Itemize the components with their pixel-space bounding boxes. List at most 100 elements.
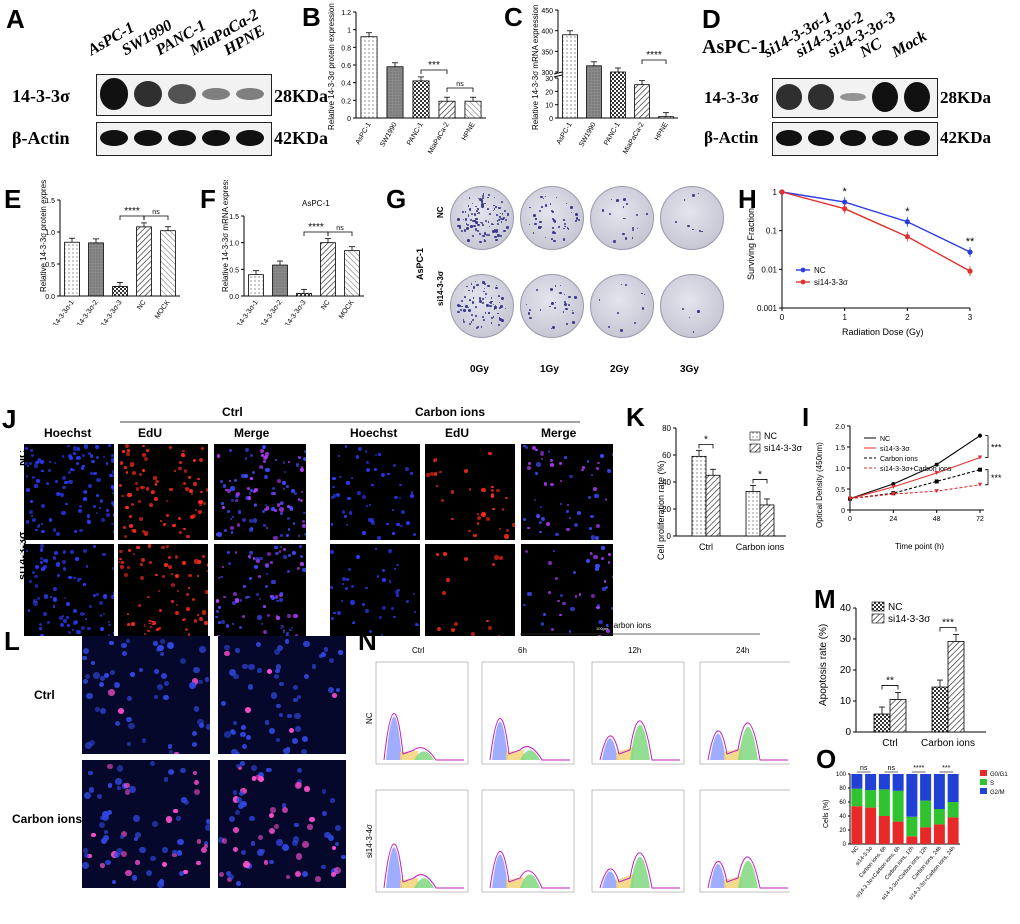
chart-i-series-line bbox=[849, 435, 981, 500]
cell-nucleus bbox=[563, 455, 567, 459]
cell-nucleus bbox=[414, 623, 419, 627]
cell-nucleus bbox=[329, 657, 335, 663]
colony-dot bbox=[460, 309, 462, 311]
chart-h-sig: * bbox=[905, 206, 910, 218]
colony-dot bbox=[491, 316, 494, 320]
cell-nucleus bbox=[321, 788, 327, 794]
cell-nucleus bbox=[85, 565, 89, 569]
colony-dot bbox=[480, 202, 484, 206]
panel-l-col-nc: NC bbox=[136, 619, 154, 633]
cell-nucleus bbox=[127, 695, 133, 701]
cell-nucleus bbox=[264, 720, 270, 726]
chart-c-bar bbox=[562, 34, 578, 119]
cell-nucleus bbox=[200, 446, 205, 451]
cell-nucleus bbox=[153, 641, 158, 646]
cell-nucleus bbox=[80, 625, 85, 631]
cell-nucleus bbox=[194, 508, 198, 511]
cell-nucleus bbox=[400, 524, 403, 527]
chart-k-bar bbox=[691, 455, 707, 537]
cell-nucleus bbox=[163, 694, 169, 701]
cell-nucleus bbox=[152, 821, 159, 827]
chart-h-y-tick-label: 0.01 bbox=[761, 265, 777, 274]
cell-nucleus bbox=[245, 448, 249, 452]
cell-nucleus bbox=[111, 470, 114, 474]
cell-nucleus bbox=[194, 780, 199, 785]
chart-k-y-tick-label: 0 bbox=[667, 532, 672, 541]
cell-nucleus bbox=[128, 785, 136, 793]
cell-nucleus bbox=[86, 692, 93, 700]
cell-nucleus bbox=[523, 444, 526, 447]
cell-nucleus bbox=[127, 742, 132, 747]
cell-nucleus bbox=[274, 595, 279, 600]
cell-nucleus bbox=[138, 500, 141, 503]
chart-h-legend-label: si14-3-3σ bbox=[814, 278, 848, 287]
colony-dot bbox=[631, 226, 634, 229]
flow-histogram-curve bbox=[707, 722, 788, 761]
cell-nucleus bbox=[231, 622, 234, 625]
cell-nucleus bbox=[163, 777, 169, 782]
colony-dot bbox=[612, 239, 616, 243]
chart-h-point bbox=[779, 189, 785, 195]
chart-o-legend-swatch bbox=[980, 779, 987, 785]
cell-nucleus bbox=[48, 518, 53, 522]
cell-nucleus bbox=[303, 641, 310, 648]
cell-nucleus bbox=[220, 479, 224, 483]
cell-nucleus bbox=[365, 587, 368, 590]
cell-nucleus bbox=[198, 679, 203, 685]
chart-o-bar-segment bbox=[947, 817, 959, 844]
chart-o-legend-label: G0/G1 bbox=[990, 772, 1008, 778]
cell-nucleus bbox=[350, 476, 354, 480]
colony-dot bbox=[530, 317, 533, 320]
cell-nucleus bbox=[162, 575, 165, 578]
cell-nucleus bbox=[275, 458, 278, 462]
cell-nucleus bbox=[368, 629, 372, 634]
colony-dot bbox=[462, 210, 464, 213]
cell-nucleus bbox=[34, 484, 38, 488]
cell-nucleus bbox=[95, 511, 98, 514]
chart-e-x-tick-label: si14-3-3σ-1 bbox=[49, 299, 75, 325]
panel-l-headers: NC si14-3-3σ Ctrl Carbon ions bbox=[12, 619, 297, 826]
cell-nucleus bbox=[156, 684, 163, 691]
cell-nucleus bbox=[63, 618, 67, 623]
cell-nucleus bbox=[279, 511, 284, 516]
cell-nucleus bbox=[182, 481, 187, 486]
colony-dot bbox=[485, 219, 488, 222]
colony-dot bbox=[463, 296, 466, 298]
cell-nucleus bbox=[232, 591, 237, 596]
cell-nucleus bbox=[256, 558, 261, 563]
cell-nucleus bbox=[183, 618, 186, 621]
chart-b-y-tick-label: 0 bbox=[347, 116, 351, 123]
cell-nucleus bbox=[176, 815, 182, 821]
cell-nucleus bbox=[200, 490, 203, 493]
cell-nucleus bbox=[216, 609, 220, 613]
microscopy-image bbox=[425, 544, 515, 636]
colony-dot bbox=[482, 281, 485, 284]
panel-n-headers: Carbon ions NC si14-3-4σ bbox=[365, 621, 760, 858]
cell-nucleus bbox=[58, 616, 63, 621]
cell-nucleus bbox=[299, 554, 303, 559]
cell-nucleus bbox=[54, 480, 58, 483]
cell-nucleus bbox=[52, 528, 57, 532]
cell-nucleus bbox=[323, 647, 328, 652]
cell-nucleus bbox=[453, 621, 458, 626]
cell-nucleus bbox=[108, 689, 115, 696]
cell-nucleus bbox=[229, 449, 233, 453]
cell-nucleus bbox=[236, 763, 241, 769]
cell-nucleus bbox=[182, 618, 185, 622]
cell-nucleus bbox=[481, 487, 486, 493]
cell-nucleus bbox=[350, 584, 354, 589]
panel-letter-g: G bbox=[386, 184, 407, 214]
panel-g-row-nc: NC bbox=[436, 206, 445, 218]
colony-dot bbox=[549, 203, 551, 205]
cell-nucleus bbox=[188, 475, 192, 479]
cell-nucleus bbox=[337, 455, 341, 458]
cell-nucleus bbox=[297, 456, 301, 460]
cell-nucleus bbox=[492, 563, 496, 567]
cell-nucleus bbox=[139, 846, 146, 854]
colony-dot bbox=[566, 323, 569, 326]
cell-nucleus bbox=[321, 652, 326, 658]
cell-nucleus bbox=[62, 567, 67, 571]
cell-nucleus bbox=[168, 565, 172, 569]
cell-nucleus bbox=[206, 563, 208, 567]
cell-nucleus bbox=[331, 845, 337, 850]
